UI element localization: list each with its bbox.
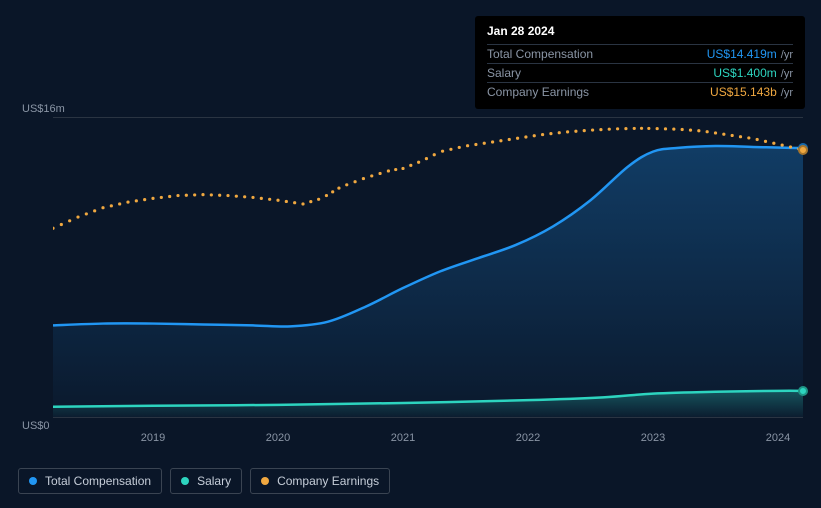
- legend-marker-icon: [29, 477, 37, 485]
- legend-item[interactable]: Company Earnings: [250, 468, 390, 494]
- legend-item-label: Total Compensation: [45, 474, 151, 488]
- tooltip-row-value: US$14.419m/yr: [707, 47, 793, 61]
- tooltip-row-label: Company Earnings: [487, 85, 589, 99]
- series-end-marker: [798, 145, 808, 155]
- y-axis-max-label: US$16m: [22, 103, 65, 115]
- legend-item[interactable]: Total Compensation: [18, 468, 162, 494]
- tooltip-row-label: Salary: [487, 66, 521, 80]
- tooltip-date: Jan 28 2024: [487, 24, 793, 44]
- tooltip-row-amount: US$1.400m: [713, 66, 776, 80]
- legend: Total Compensation Salary Company Earnings: [18, 468, 390, 494]
- tooltip-row: Company Earnings US$15.143b/yr: [487, 82, 793, 101]
- legend-marker-icon: [181, 477, 189, 485]
- legend-marker-icon: [261, 477, 269, 485]
- tooltip-row-amount: US$14.419m: [707, 47, 777, 61]
- tooltip-row: Total Compensation US$14.419m/yr: [487, 44, 793, 63]
- tooltip-row-unit: /yr: [781, 49, 793, 61]
- chart-container: US$16m US$0: [18, 105, 803, 430]
- series-end-marker: [798, 386, 808, 396]
- tooltip-row: Salary US$1.400m/yr: [487, 63, 793, 82]
- x-axis-tick: 2021: [391, 432, 415, 444]
- legend-item-label: Salary: [197, 474, 231, 488]
- tooltip-row-value: US$1.400m/yr: [713, 66, 793, 80]
- legend-item-label: Company Earnings: [277, 474, 379, 488]
- y-axis-min-label: US$0: [22, 420, 50, 432]
- tooltip-row-unit: /yr: [781, 68, 793, 80]
- x-axis-tick: 2023: [641, 432, 665, 444]
- tooltip-row-label: Total Compensation: [487, 47, 593, 61]
- plot-area[interactable]: [53, 117, 803, 418]
- chart-svg: [53, 118, 803, 417]
- x-axis-tick: 2024: [766, 432, 790, 444]
- x-axis-tick: 2020: [266, 432, 290, 444]
- tooltip-row-value: US$15.143b/yr: [710, 85, 793, 99]
- x-axis: 2019 2020 2021 2022 2023 2024: [53, 432, 803, 452]
- tooltip-row-amount: US$15.143b: [710, 85, 777, 99]
- legend-item[interactable]: Salary: [170, 468, 242, 494]
- tooltip-row-unit: /yr: [781, 87, 793, 99]
- chart-tooltip: Jan 28 2024 Total Compensation US$14.419m…: [475, 16, 805, 109]
- x-axis-tick: 2022: [516, 432, 540, 444]
- x-axis-tick: 2019: [141, 432, 165, 444]
